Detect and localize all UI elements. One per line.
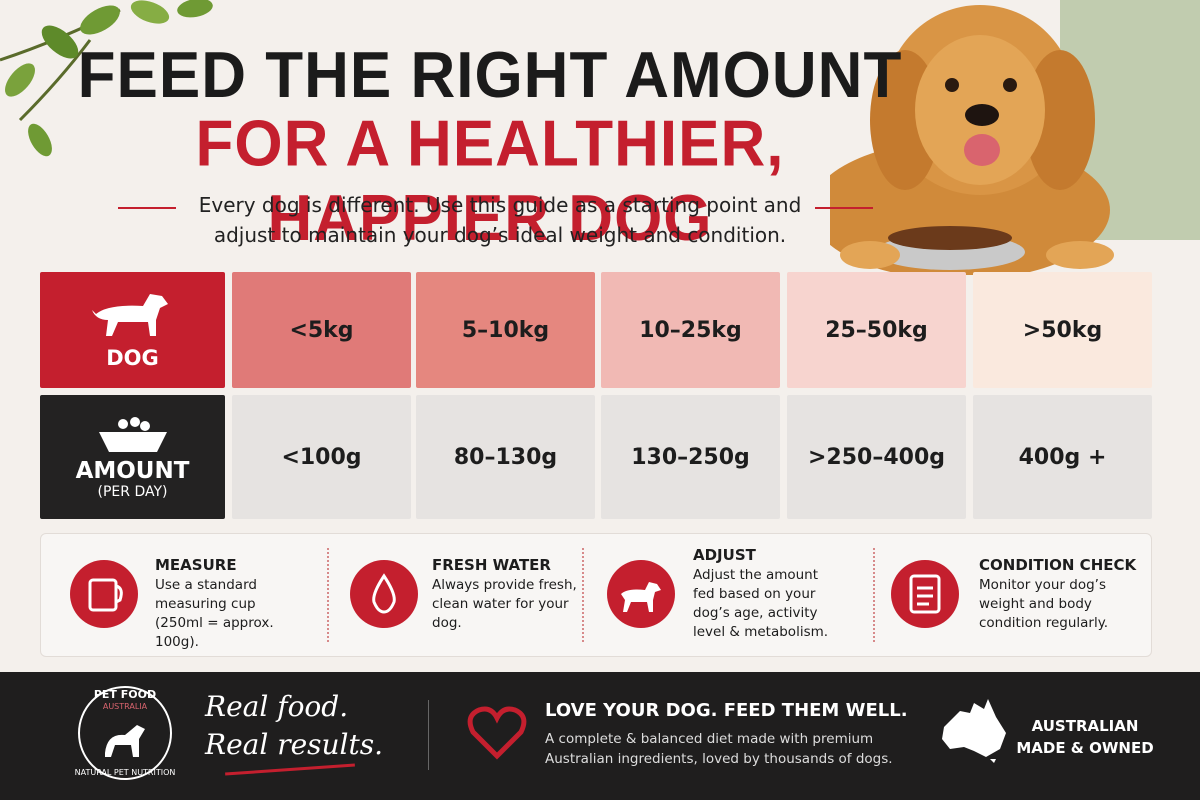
table-cell: 10–25kg [601, 272, 780, 388]
tips-panel [40, 533, 1152, 657]
tip-title: ADJUST [693, 546, 756, 564]
slogan-line: Real food. [205, 690, 349, 723]
table-cell: 400g + [973, 395, 1152, 519]
leaves [0, 0, 213, 157]
tip-text: Adjust the amount fed based on your dog’… [693, 567, 829, 640]
badge-top: PET FOOD [93, 688, 157, 701]
tip-separator [327, 548, 329, 642]
tip-glyph [372, 573, 396, 614]
title-line-1: FEED THE RIGHT AMOUNT [77, 39, 903, 112]
footer-headline: LOVE YOUR DOG. FEED THEM WELL. [545, 700, 908, 721]
bowl-icon [98, 417, 167, 452]
rule [815, 207, 873, 209]
australia-icon [942, 699, 1006, 763]
table-cell: 130–250g [601, 395, 780, 519]
subtitle: Every dog is different. Use this guide a… [198, 193, 802, 247]
tip-text: Use a standard measuring cup (250ml = ap… [155, 577, 274, 650]
divider [428, 700, 429, 770]
tip-separator [582, 548, 584, 642]
table-cell: 25–50kg [787, 272, 966, 388]
tip-glyph [88, 578, 123, 612]
title-line-2: FOR A HEALTHIER, HAPPIER DOG [195, 107, 785, 255]
row-header-sublabel: (PER DAY) [97, 484, 168, 500]
dog-icon [91, 294, 168, 336]
row-header: DOG [40, 272, 225, 388]
row-header-label: AMOUNT [75, 458, 190, 484]
tip-separator [873, 548, 875, 642]
heart-icon [467, 706, 527, 760]
tip-title: MEASURE [155, 556, 237, 574]
origin: AUSTRALIAN MADE & OWNED [1010, 715, 1160, 759]
tip-glyph [621, 582, 661, 612]
table-cell: >50kg [973, 272, 1152, 388]
dog-photo [830, 0, 1200, 275]
table-cell: 80–130g [416, 395, 595, 519]
tip-icon [607, 560, 675, 628]
origin-line: MADE & OWNED [1016, 739, 1154, 757]
tip-glyph [909, 574, 941, 614]
rule [118, 207, 176, 209]
tip-icon [70, 560, 138, 628]
tip-text: Monitor your dog’s weight and body condi… [979, 577, 1109, 631]
table-cell: 5–10kg [416, 272, 595, 388]
badge [78, 686, 172, 780]
badge-bottom: NATURAL PET NUTRITION [74, 768, 176, 777]
tip-icon [350, 560, 418, 628]
tip-title: FRESH WATER [432, 556, 551, 574]
tip-text: Always provide fresh, clean water for yo… [432, 577, 577, 631]
tip-title: CONDITION CHECK [979, 556, 1137, 574]
slogan: Real food. Real results. [205, 688, 383, 764]
badge-middle: AUSTRALIA [102, 702, 148, 711]
footer-text: A complete & balanced diet made with pre… [545, 731, 893, 767]
tip-icon [891, 560, 959, 628]
row-header: AMOUNT (PER DAY) [40, 395, 225, 519]
row-header-label: DOG [106, 346, 159, 370]
table-cell: <5kg [232, 272, 411, 388]
table-cell: >250–400g [787, 395, 966, 519]
table-cell: <100g [232, 395, 411, 519]
slogan-line: Real results. [205, 728, 384, 761]
origin-line: AUSTRALIAN [1031, 717, 1139, 735]
